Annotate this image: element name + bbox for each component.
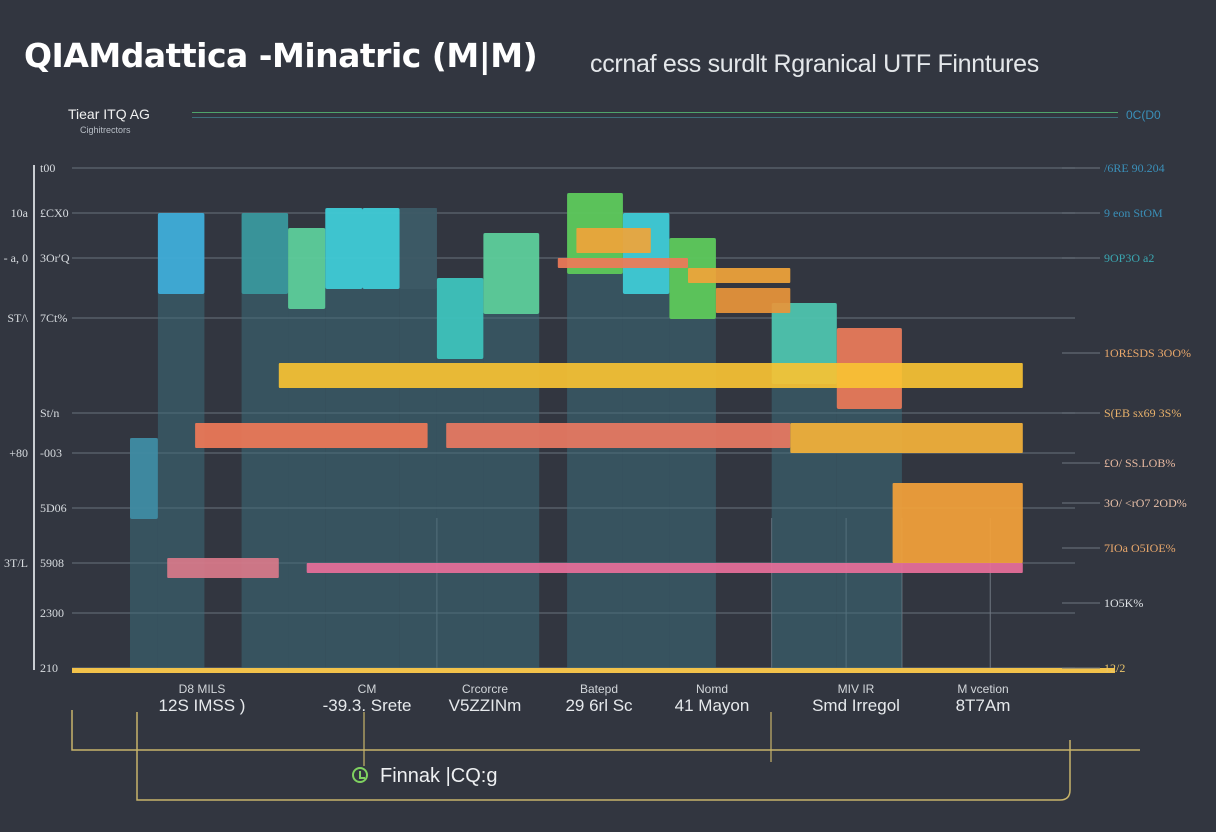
x-tick-label: M vcetion 8T7Am — [923, 682, 1043, 716]
x-tick-label: MIV IR Smd Irregol — [796, 682, 916, 716]
yellow-band-bar — [278, 363, 1023, 388]
legend-subtitle: Cighitrectors — [80, 125, 131, 135]
col-8-bar — [436, 278, 484, 359]
y-tick-outer-label: 10a — [11, 206, 29, 220]
salmon-top-bar — [557, 258, 688, 268]
right-label: 12/2 — [1104, 661, 1125, 675]
chart-title: QIAMdattica -Minatric (M|M) — [24, 36, 538, 75]
chart-subtitle: ccrnaf ess surdlt Rgranical UTF Finnture… — [590, 50, 1039, 78]
orange-mid-bar — [688, 268, 791, 283]
right-label: 9 eon StOM — [1104, 206, 1163, 220]
y-tick-outer-label: +80 — [9, 446, 28, 460]
x-tick-value: Smd Irregol — [812, 696, 900, 715]
col-11-bar — [622, 213, 670, 294]
footer-bracket-bottom — [136, 712, 1071, 801]
right-label: 3O/ <rO7 2OD% — [1104, 496, 1187, 510]
x-tick-value: 8T7Am — [955, 696, 1011, 715]
x-tick-label: Batepd 29 6rl Sc — [539, 682, 659, 716]
pink-short-bar — [167, 558, 279, 578]
y-tick-outer-label: - a, 0 — [4, 251, 28, 265]
mixed-band-3-bar — [790, 423, 1023, 453]
y-tick-label: t00 — [40, 161, 55, 175]
x-tick-value: 12S IMSS ) — [158, 696, 246, 715]
col-2-bar — [157, 213, 205, 294]
mixed-band-1-bar — [195, 423, 428, 448]
x-axis-baseline — [72, 668, 1115, 673]
x-tick-key: CM — [357, 682, 377, 696]
y-tick-label: 2300 — [40, 606, 64, 620]
clock-icon — [352, 767, 368, 783]
right-label: 1O5K% — [1104, 596, 1143, 610]
footer-label[interactable]: Finnak |CQ:g — [380, 765, 498, 787]
y-tick-label: 5908 — [40, 556, 64, 570]
x-tick-value: -39.3. Srete — [322, 696, 412, 715]
x-tick-label: Crcorcre V5ZZINm — [425, 682, 545, 716]
x-tick-value: 29 6rl Sc — [565, 696, 633, 715]
col-1-bar — [130, 438, 158, 519]
orange-block-bar — [892, 483, 1023, 563]
right-label: S(EB sx69 3S% — [1104, 406, 1181, 420]
x-tick-key: MIV IR — [837, 682, 875, 696]
y-tick-label: 7Ct% — [40, 311, 67, 325]
col-3-bar — [241, 213, 289, 294]
footer-bracket-top — [71, 710, 1140, 751]
right-label: /6RE 90.204 — [1104, 161, 1165, 175]
right-label: 9OP3O a2 — [1104, 251, 1154, 265]
col-4-bar — [288, 228, 326, 309]
x-tick-key: D8 MILS — [178, 682, 226, 696]
legend-line — [192, 112, 1118, 118]
x-tick-label: D8 MILS 12S IMSS ) — [142, 682, 262, 716]
x-tick-key: M vcetion — [957, 682, 1009, 696]
y-tick-label: 3Or'Q — [40, 251, 70, 265]
legend-right-label: 0C(D0 — [1126, 108, 1161, 122]
x-tick-value: V5ZZINm — [448, 696, 522, 715]
col-7-bar — [399, 208, 437, 289]
pink-long-bar — [306, 563, 1023, 573]
col-9-bar — [483, 233, 540, 314]
right-label: 1OR£SDS 3OO% — [1104, 346, 1191, 360]
col-5-bar — [325, 208, 363, 289]
x-tick-value: 41 Mayon — [674, 696, 750, 715]
y-tick-label: St/n — [40, 406, 59, 420]
legend-title: Tiear ITQ AG — [68, 106, 150, 122]
x-tick-key: Crcorcre — [461, 682, 508, 696]
y-tick-outer-label: ST/\ — [7, 311, 28, 325]
x-tick-label: Nomd 41 Mayon — [652, 682, 772, 716]
orange-top-bar — [576, 228, 651, 253]
mixed-band-2-bar — [446, 423, 791, 448]
x-tick-label: CM -39.3. Srete — [307, 682, 427, 716]
y-tick-label: £CX0 — [40, 206, 69, 220]
right-label: £O/ SS.LOB% — [1104, 456, 1175, 470]
x-tick-key: Batepd — [579, 682, 619, 696]
y-tick-label: -003 — [40, 446, 62, 460]
orange-low-bar — [715, 288, 791, 313]
y-tick-outer-label: 3T/L — [4, 556, 28, 570]
col-6-bar — [362, 208, 400, 289]
y-tick-label: 210 — [40, 661, 58, 675]
x-tick-key: Nomd — [695, 682, 728, 696]
right-label: 7IOa O5IOE% — [1104, 541, 1176, 555]
y-tick-label: 5D06 — [40, 501, 67, 515]
